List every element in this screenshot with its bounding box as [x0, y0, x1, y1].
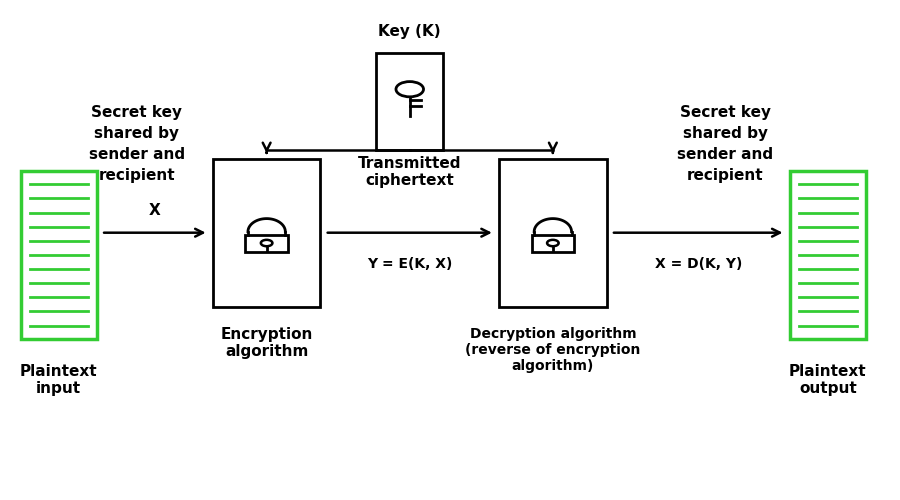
Text: Secret key
shared by
sender and
recipient: Secret key shared by sender and recipien… [89, 106, 185, 184]
Bar [213, 158, 320, 307]
Bar [790, 171, 866, 339]
Text: Secret key
shared by
sender and
recipient: Secret key shared by sender and recipien… [677, 106, 773, 184]
Text: X = D(K, Y): X = D(K, Y) [654, 258, 742, 272]
Text: X: X [149, 203, 161, 218]
Text: Y = E(K, X): Y = E(K, X) [367, 258, 453, 272]
Bar [500, 158, 607, 307]
Text: Plaintext
output: Plaintext output [789, 364, 867, 396]
Bar [246, 234, 288, 252]
Bar [532, 234, 574, 252]
Text: Transmitted
ciphertext: Transmitted ciphertext [358, 156, 462, 188]
Text: Encryption
algorithm: Encryption algorithm [220, 326, 313, 359]
Bar [21, 171, 96, 339]
Text: Decryption algorithm
(reverse of encryption
algorithm): Decryption algorithm (reverse of encrypt… [465, 326, 641, 373]
Bar [376, 54, 444, 150]
Text: Plaintext
input: Plaintext input [20, 364, 97, 396]
Text: Key (K): Key (K) [378, 24, 441, 38]
